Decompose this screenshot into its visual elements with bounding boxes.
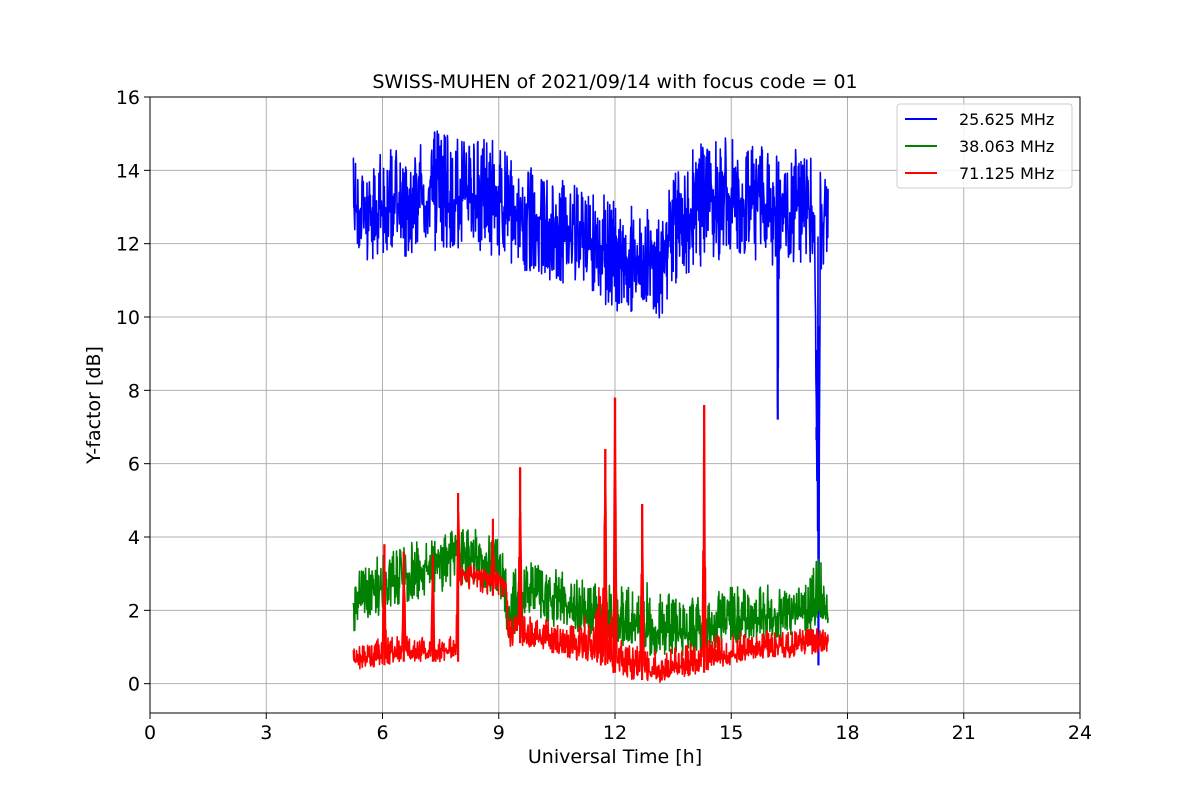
legend-label: 71.125 MHz bbox=[959, 164, 1054, 183]
x-tick-label: 3 bbox=[260, 722, 272, 744]
legend-label: 38.063 MHz bbox=[959, 137, 1054, 156]
y-tick-label: 16 bbox=[116, 87, 140, 109]
legend-label: 25.625 MHz bbox=[959, 110, 1054, 129]
y-tick-label: 12 bbox=[116, 234, 140, 256]
y-tick-label: 6 bbox=[128, 454, 140, 476]
y-tick-label: 0 bbox=[128, 674, 140, 696]
y-axis-label: Y-factor [dB] bbox=[83, 346, 105, 465]
x-tick-label: 6 bbox=[376, 722, 388, 744]
legend-box bbox=[896, 103, 1073, 189]
x-tick-label: 0 bbox=[144, 722, 156, 744]
x-tick-label: 9 bbox=[493, 722, 505, 744]
series-3 bbox=[352, 397, 829, 683]
series-layer bbox=[352, 130, 829, 683]
y-tick-label: 8 bbox=[128, 380, 140, 402]
series-line bbox=[352, 414, 829, 683]
x-tick-label: 12 bbox=[603, 722, 627, 744]
y-tick-label: 10 bbox=[116, 307, 140, 329]
y-tick-label: 14 bbox=[116, 160, 140, 182]
x-tick-label: 18 bbox=[835, 722, 859, 744]
chart-title: SWISS-MUHEN of 2021/09/14 with focus cod… bbox=[372, 71, 857, 93]
x-axis-label: Universal Time [h] bbox=[528, 746, 702, 768]
x-tick-label: 21 bbox=[952, 722, 976, 744]
y-tick-label: 4 bbox=[128, 527, 140, 549]
series-line bbox=[352, 130, 829, 653]
x-tick-label: 24 bbox=[1068, 722, 1092, 744]
legend: 25.625 MHz 38.063 MHz 71.125 MHz bbox=[896, 103, 1073, 189]
y-tick-label: 2 bbox=[128, 600, 140, 622]
x-tick-label: 15 bbox=[719, 722, 743, 744]
